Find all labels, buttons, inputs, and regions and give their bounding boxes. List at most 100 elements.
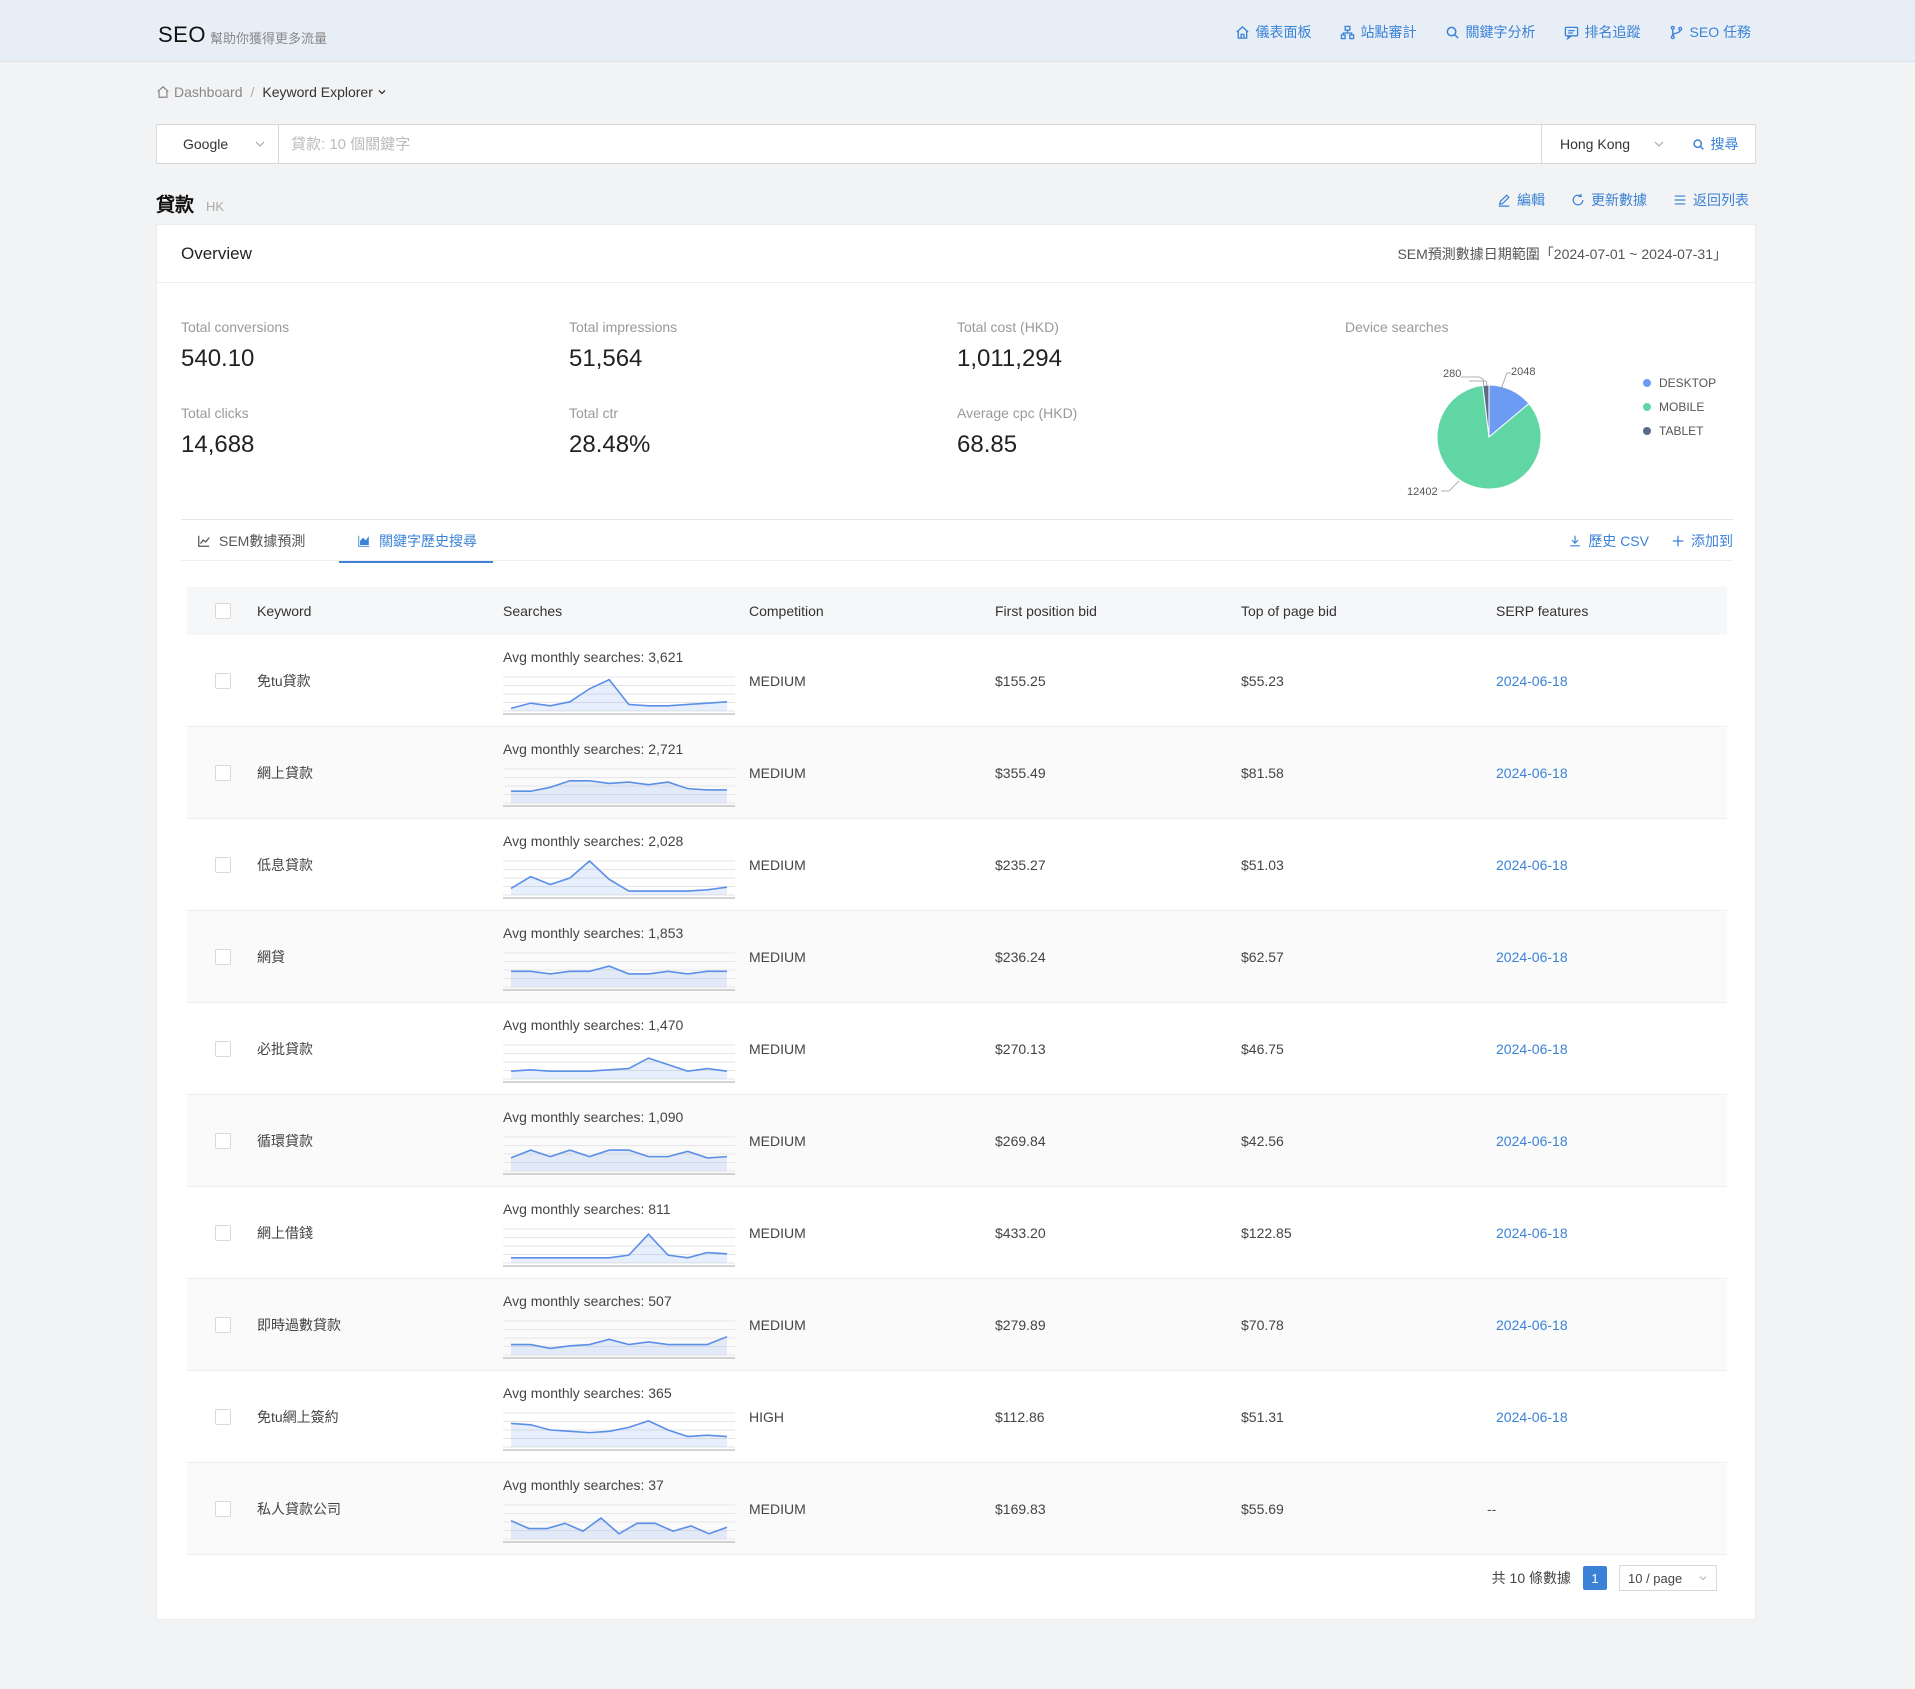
serp-cell[interactable]: 2024-06-18	[1496, 1408, 1568, 1425]
sparkline-area	[511, 679, 727, 711]
select-all-checkbox[interactable]	[215, 603, 231, 619]
serp-cell[interactable]: 2024-06-18	[1496, 1040, 1568, 1057]
sitemap-icon	[1340, 25, 1354, 39]
table-row[interactable]: 網上借錢 Avg monthly searches: 811 MEDIUM $4…	[187, 1187, 1727, 1279]
row-checkbox[interactable]	[215, 1132, 231, 1149]
sparkline-line	[510, 859, 728, 892]
table-row[interactable]: 免tu網上簽約 Avg monthly searches: 365 HIGH $…	[187, 1371, 1727, 1463]
overview-header: Overview SEM預測數據日期範圍「2024-07-01 ~ 2024-0…	[157, 225, 1755, 283]
home-icon	[157, 85, 169, 98]
row-checkbox[interactable]	[215, 672, 231, 689]
page-size-select[interactable]: 10 / page	[1619, 1565, 1717, 1591]
device-pie: 2048 12402 280	[1407, 366, 1542, 498]
tab-keyword-history[interactable]: 關鍵字歷史搜尋	[339, 520, 493, 563]
breadcrumb-home[interactable]: Dashboard	[156, 84, 243, 100]
keyword-search-bar: Google Hong Kong 搜尋	[156, 124, 1756, 164]
sparkline-line	[511, 964, 727, 975]
serp-cell[interactable]: 2024-06-18	[1496, 1132, 1568, 1149]
table-row[interactable]: 免tu貸款 Avg monthly searches: 3,621 MEDIUM…	[187, 635, 1727, 727]
serp-cell[interactable]: 2024-06-18	[1496, 948, 1568, 965]
tab-sem-forecast[interactable]: SEM數據預測	[197, 520, 305, 562]
competition-cell: MEDIUM	[749, 1316, 806, 1333]
legend-label: MOBILE	[1659, 400, 1705, 414]
region-tag: HK	[206, 199, 225, 214]
keyword-search-input[interactable]	[279, 125, 1541, 163]
top-bid-cell: $55.23	[1241, 672, 1284, 689]
serp-cell[interactable]: 2024-06-18	[1496, 764, 1568, 781]
table-row[interactable]: 網貸 Avg monthly searches: 1,853 MEDIUM $2…	[187, 911, 1727, 1003]
row-checkbox[interactable]	[215, 856, 231, 873]
stat-value: 1,011,294	[957, 345, 1062, 372]
sparkline-line	[510, 1516, 728, 1535]
table-row[interactable]: 網上貸款 Avg monthly searches: 2,721 MEDIUM …	[187, 727, 1727, 819]
sparkline-area	[511, 1233, 727, 1263]
table-row[interactable]: 低息貸款 Avg monthly searches: 2,028 MEDIUM …	[187, 819, 1727, 911]
row-checkbox[interactable]	[215, 1316, 231, 1333]
col-competition[interactable]: Competition	[749, 603, 824, 619]
searches-cell: Avg monthly searches: 37	[503, 1463, 749, 1555]
row-checkbox[interactable]	[215, 948, 231, 965]
nav-keyword-analysis-label: 關鍵字分析	[1465, 24, 1536, 40]
engine-select[interactable]: Google	[157, 125, 279, 163]
nav-rank-tracking[interactable]: 排名追蹤	[1564, 22, 1641, 42]
serp-cell[interactable]: 2024-06-18	[1496, 1316, 1568, 1333]
col-keyword[interactable]: Keyword	[257, 603, 312, 619]
search-trend-sparkline	[503, 1228, 735, 1266]
region-select[interactable]: Hong Kong	[1541, 125, 1675, 163]
nav-seo-tasks[interactable]: SEO 任務	[1669, 22, 1751, 42]
row-select-cell	[187, 856, 257, 873]
row-select-cell	[187, 1040, 257, 1057]
search-trend-sparkline	[503, 859, 735, 898]
row-checkbox[interactable]	[215, 1408, 231, 1425]
table-row[interactable]: 私人貸款公司 Avg monthly searches: 37 MEDIUM $…	[187, 1463, 1727, 1555]
col-serp[interactable]: SERP features	[1496, 603, 1589, 619]
searches-cell: Avg monthly searches: 365	[503, 1371, 749, 1463]
table-row[interactable]: 即時過數貸款 Avg monthly searches: 507 MEDIUM …	[187, 1279, 1727, 1371]
pie-slice-mobile	[1436, 384, 1542, 490]
edit-button[interactable]: 編輯	[1497, 190, 1545, 210]
stat-label: Total ctr	[569, 405, 619, 421]
device-legend: DESKTOP MOBILE TABLET	[1643, 371, 1716, 443]
export-csv-button[interactable]: 歷史 CSV	[1568, 531, 1649, 551]
legend-mobile[interactable]: MOBILE	[1643, 395, 1716, 419]
nav-site-audit[interactable]: 站點審計	[1340, 22, 1417, 42]
add-to-button[interactable]: 添加到	[1671, 531, 1733, 551]
competition-cell: MEDIUM	[749, 672, 806, 689]
table-row[interactable]: 循環貸款 Avg monthly searches: 1,090 MEDIUM …	[187, 1095, 1727, 1187]
back-to-list-button[interactable]: 返回列表	[1673, 190, 1749, 210]
plus-icon	[1672, 535, 1684, 547]
page-number-1[interactable]: 1	[1583, 1566, 1607, 1590]
pie-label-leader	[1500, 372, 1511, 390]
serp-cell[interactable]: 2024-06-18	[1496, 856, 1568, 873]
chat-icon	[1564, 26, 1578, 40]
serp-cell[interactable]: 2024-06-18	[1496, 672, 1568, 689]
table-row[interactable]: 必批貸款 Avg monthly searches: 1,470 MEDIUM …	[187, 1003, 1727, 1095]
row-select-cell	[187, 672, 257, 689]
row-select-cell	[187, 1316, 257, 1333]
nav-keyword-analysis[interactable]: 關鍵字分析	[1445, 22, 1536, 42]
serp-cell[interactable]: 2024-06-18	[1496, 1224, 1568, 1241]
col-first-bid[interactable]: First position bid	[995, 603, 1097, 619]
search-button[interactable]: 搜尋	[1675, 125, 1755, 163]
first-bid-cell: $236.24	[995, 948, 1046, 965]
legend-desktop[interactable]: DESKTOP	[1643, 371, 1716, 395]
first-bid-cell: $169.83	[995, 1500, 1046, 1517]
row-select-cell	[187, 1132, 257, 1149]
legend-tablet[interactable]: TABLET	[1643, 419, 1716, 443]
col-searches[interactable]: Searches	[503, 603, 563, 619]
row-checkbox[interactable]	[215, 764, 231, 781]
sparkline-line	[510, 1419, 728, 1437]
home-icon	[1235, 25, 1249, 39]
breadcrumb-current[interactable]: Keyword Explorer	[262, 84, 387, 100]
refresh-data-button[interactable]: 更新數據	[1571, 190, 1647, 210]
row-checkbox[interactable]	[215, 1224, 231, 1241]
col-top-bid[interactable]: Top of page bid	[1241, 603, 1337, 619]
row-checkbox[interactable]	[215, 1040, 231, 1057]
row-checkbox[interactable]	[215, 1500, 231, 1517]
row-select-cell	[187, 1408, 257, 1425]
legend-label: DESKTOP	[1659, 376, 1717, 390]
pie-slice-tablet	[1482, 384, 1490, 438]
nav-dashboard[interactable]: 儀表面板	[1235, 22, 1312, 42]
breadcrumb-home-label: Dashboard	[174, 84, 243, 100]
brand-logo[interactable]: SEO	[158, 22, 206, 47]
